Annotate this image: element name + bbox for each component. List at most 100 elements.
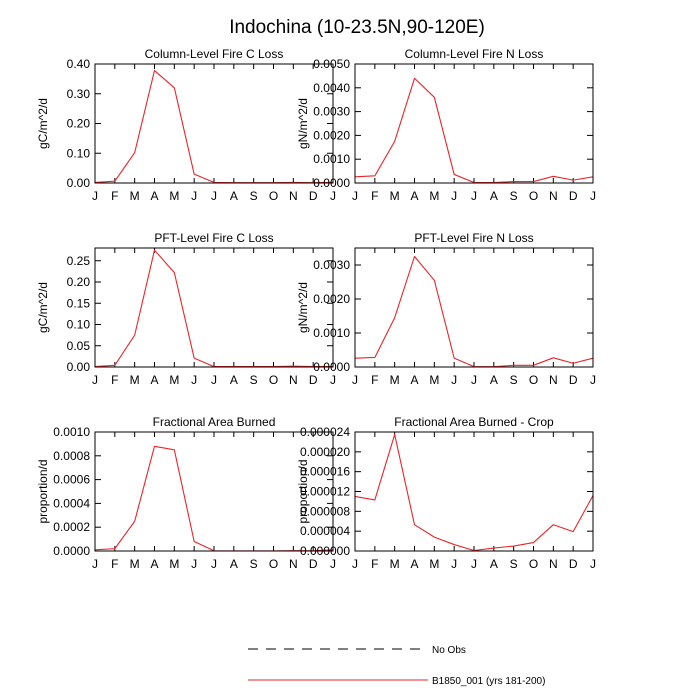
x-tick-label: J xyxy=(590,373,596,387)
x-tick-label: S xyxy=(510,557,518,571)
plot-frame xyxy=(94,431,334,552)
y-tick-label: 0.0010 xyxy=(313,326,350,340)
x-tick-label: J xyxy=(330,557,336,571)
y-tick-label: 0.0006 xyxy=(53,473,90,487)
y-tick-label: 0.05 xyxy=(67,339,91,353)
x-tick-label: A xyxy=(230,189,238,203)
y-tick-label: 0.30 xyxy=(67,87,91,101)
plot-frame xyxy=(354,63,594,184)
panel-title: Fractional Area Burned - Crop xyxy=(394,415,554,429)
y-tick-label: 0.0030 xyxy=(313,258,350,272)
y-axis-label: gN/m^2/d xyxy=(296,98,310,149)
x-tick-label: O xyxy=(269,557,278,571)
x-tick-label: A xyxy=(490,189,498,203)
x-tick-label: O xyxy=(269,373,278,387)
plot-frame xyxy=(94,247,334,368)
x-tick-label: M xyxy=(429,189,439,203)
y-axis-label: gN/m^2/d xyxy=(296,282,310,333)
x-tick-label: J xyxy=(451,557,457,571)
plot-frame xyxy=(94,63,334,184)
panel-title: Column-Level Fire N Loss xyxy=(405,47,544,61)
y-tick-label: 0.000024 xyxy=(300,425,350,439)
x-tick-label: S xyxy=(250,557,258,571)
x-tick-label: D xyxy=(569,189,578,203)
x-tick-label: M xyxy=(130,373,140,387)
chart-panel-6: Fractional Area Burned - Crop proportion/… xyxy=(296,415,596,571)
y-tick-label: 0.0000 xyxy=(53,544,90,558)
figure-title: Indochina (10-23.5N,90-120E) xyxy=(229,17,485,38)
y-tick-label: 0.20 xyxy=(67,275,91,289)
legend-label-no-obs: No Obs xyxy=(432,645,466,656)
x-tick-label: A xyxy=(150,557,158,571)
panel-title: PFT-Level Fire C Loss xyxy=(154,231,273,245)
x-tick-label: J xyxy=(191,557,197,571)
x-tick-label: O xyxy=(529,189,538,203)
x-tick-label: O xyxy=(269,189,278,203)
x-tick-label: F xyxy=(371,373,378,387)
x-tick-label: J xyxy=(92,373,98,387)
y-tick-label: 0.0002 xyxy=(53,520,90,534)
y-tick-label: 0.0000 xyxy=(313,360,350,374)
y-tick-label: 0.25 xyxy=(67,254,91,268)
y-tick-label: 0.000008 xyxy=(300,504,350,518)
x-tick-label: M xyxy=(169,373,179,387)
x-tick-label: D xyxy=(569,373,578,387)
y-tick-label: 0.0008 xyxy=(53,449,90,463)
series-line xyxy=(354,433,594,552)
x-tick-label: N xyxy=(289,373,298,387)
x-tick-label: J xyxy=(211,373,217,387)
x-tick-label: M xyxy=(169,557,179,571)
x-tick-label: F xyxy=(111,557,118,571)
x-tick-label: A xyxy=(150,373,158,387)
x-tick-label: O xyxy=(529,373,538,387)
y-tick-label: 0.0010 xyxy=(313,152,350,166)
y-tick-label: 0.10 xyxy=(67,318,91,332)
x-tick-label: N xyxy=(549,557,558,571)
x-tick-label: J xyxy=(211,557,217,571)
y-tick-label: 0.0000 xyxy=(313,176,350,190)
y-tick-label: 0.0050 xyxy=(313,57,350,71)
x-tick-label: S xyxy=(510,189,518,203)
x-tick-label: J xyxy=(330,373,336,387)
x-tick-label: J xyxy=(191,189,197,203)
y-tick-label: 0.000012 xyxy=(300,485,350,499)
legend-label-model: B1850_001 (yrs 181-200) xyxy=(432,676,545,687)
x-tick-label: A xyxy=(230,373,238,387)
y-tick-label: 0.0020 xyxy=(313,292,350,306)
x-tick-label: M xyxy=(130,189,140,203)
x-tick-label: N xyxy=(549,189,558,203)
y-axis-label: gC/m^2/d xyxy=(36,98,50,149)
x-tick-label: M xyxy=(390,189,400,203)
y-tick-label: 0.00 xyxy=(67,176,91,190)
y-tick-label: 0.0004 xyxy=(53,496,90,510)
panel-title: Column-Level Fire C Loss xyxy=(145,47,284,61)
x-tick-label: S xyxy=(250,189,258,203)
x-tick-label: J xyxy=(92,557,98,571)
x-tick-label: J xyxy=(451,189,457,203)
x-tick-label: N xyxy=(549,373,558,387)
y-tick-label: 0.0020 xyxy=(313,128,350,142)
y-tick-label: 0.0040 xyxy=(313,81,350,95)
legend: No Obs B1850_001 (yrs 181-200) xyxy=(248,645,545,687)
y-tick-label: 0.000004 xyxy=(300,524,350,538)
y-axis-label: proportion/d xyxy=(296,459,310,523)
y-tick-label: 0.000000 xyxy=(300,544,350,558)
x-tick-label: D xyxy=(309,373,318,387)
x-tick-label: F xyxy=(111,189,118,203)
y-tick-label: 0.00 xyxy=(67,360,91,374)
x-tick-label: M xyxy=(130,557,140,571)
x-tick-label: D xyxy=(309,189,318,203)
x-tick-label: J xyxy=(471,189,477,203)
y-axis-label: gC/m^2/d xyxy=(36,282,50,333)
x-tick-label: A xyxy=(410,557,418,571)
y-tick-label: 0.20 xyxy=(67,117,91,131)
x-tick-label: J xyxy=(352,373,358,387)
y-tick-label: 0.000016 xyxy=(300,465,350,479)
y-tick-label: 0.40 xyxy=(67,57,91,71)
x-tick-label: F xyxy=(371,189,378,203)
x-tick-label: A xyxy=(410,189,418,203)
